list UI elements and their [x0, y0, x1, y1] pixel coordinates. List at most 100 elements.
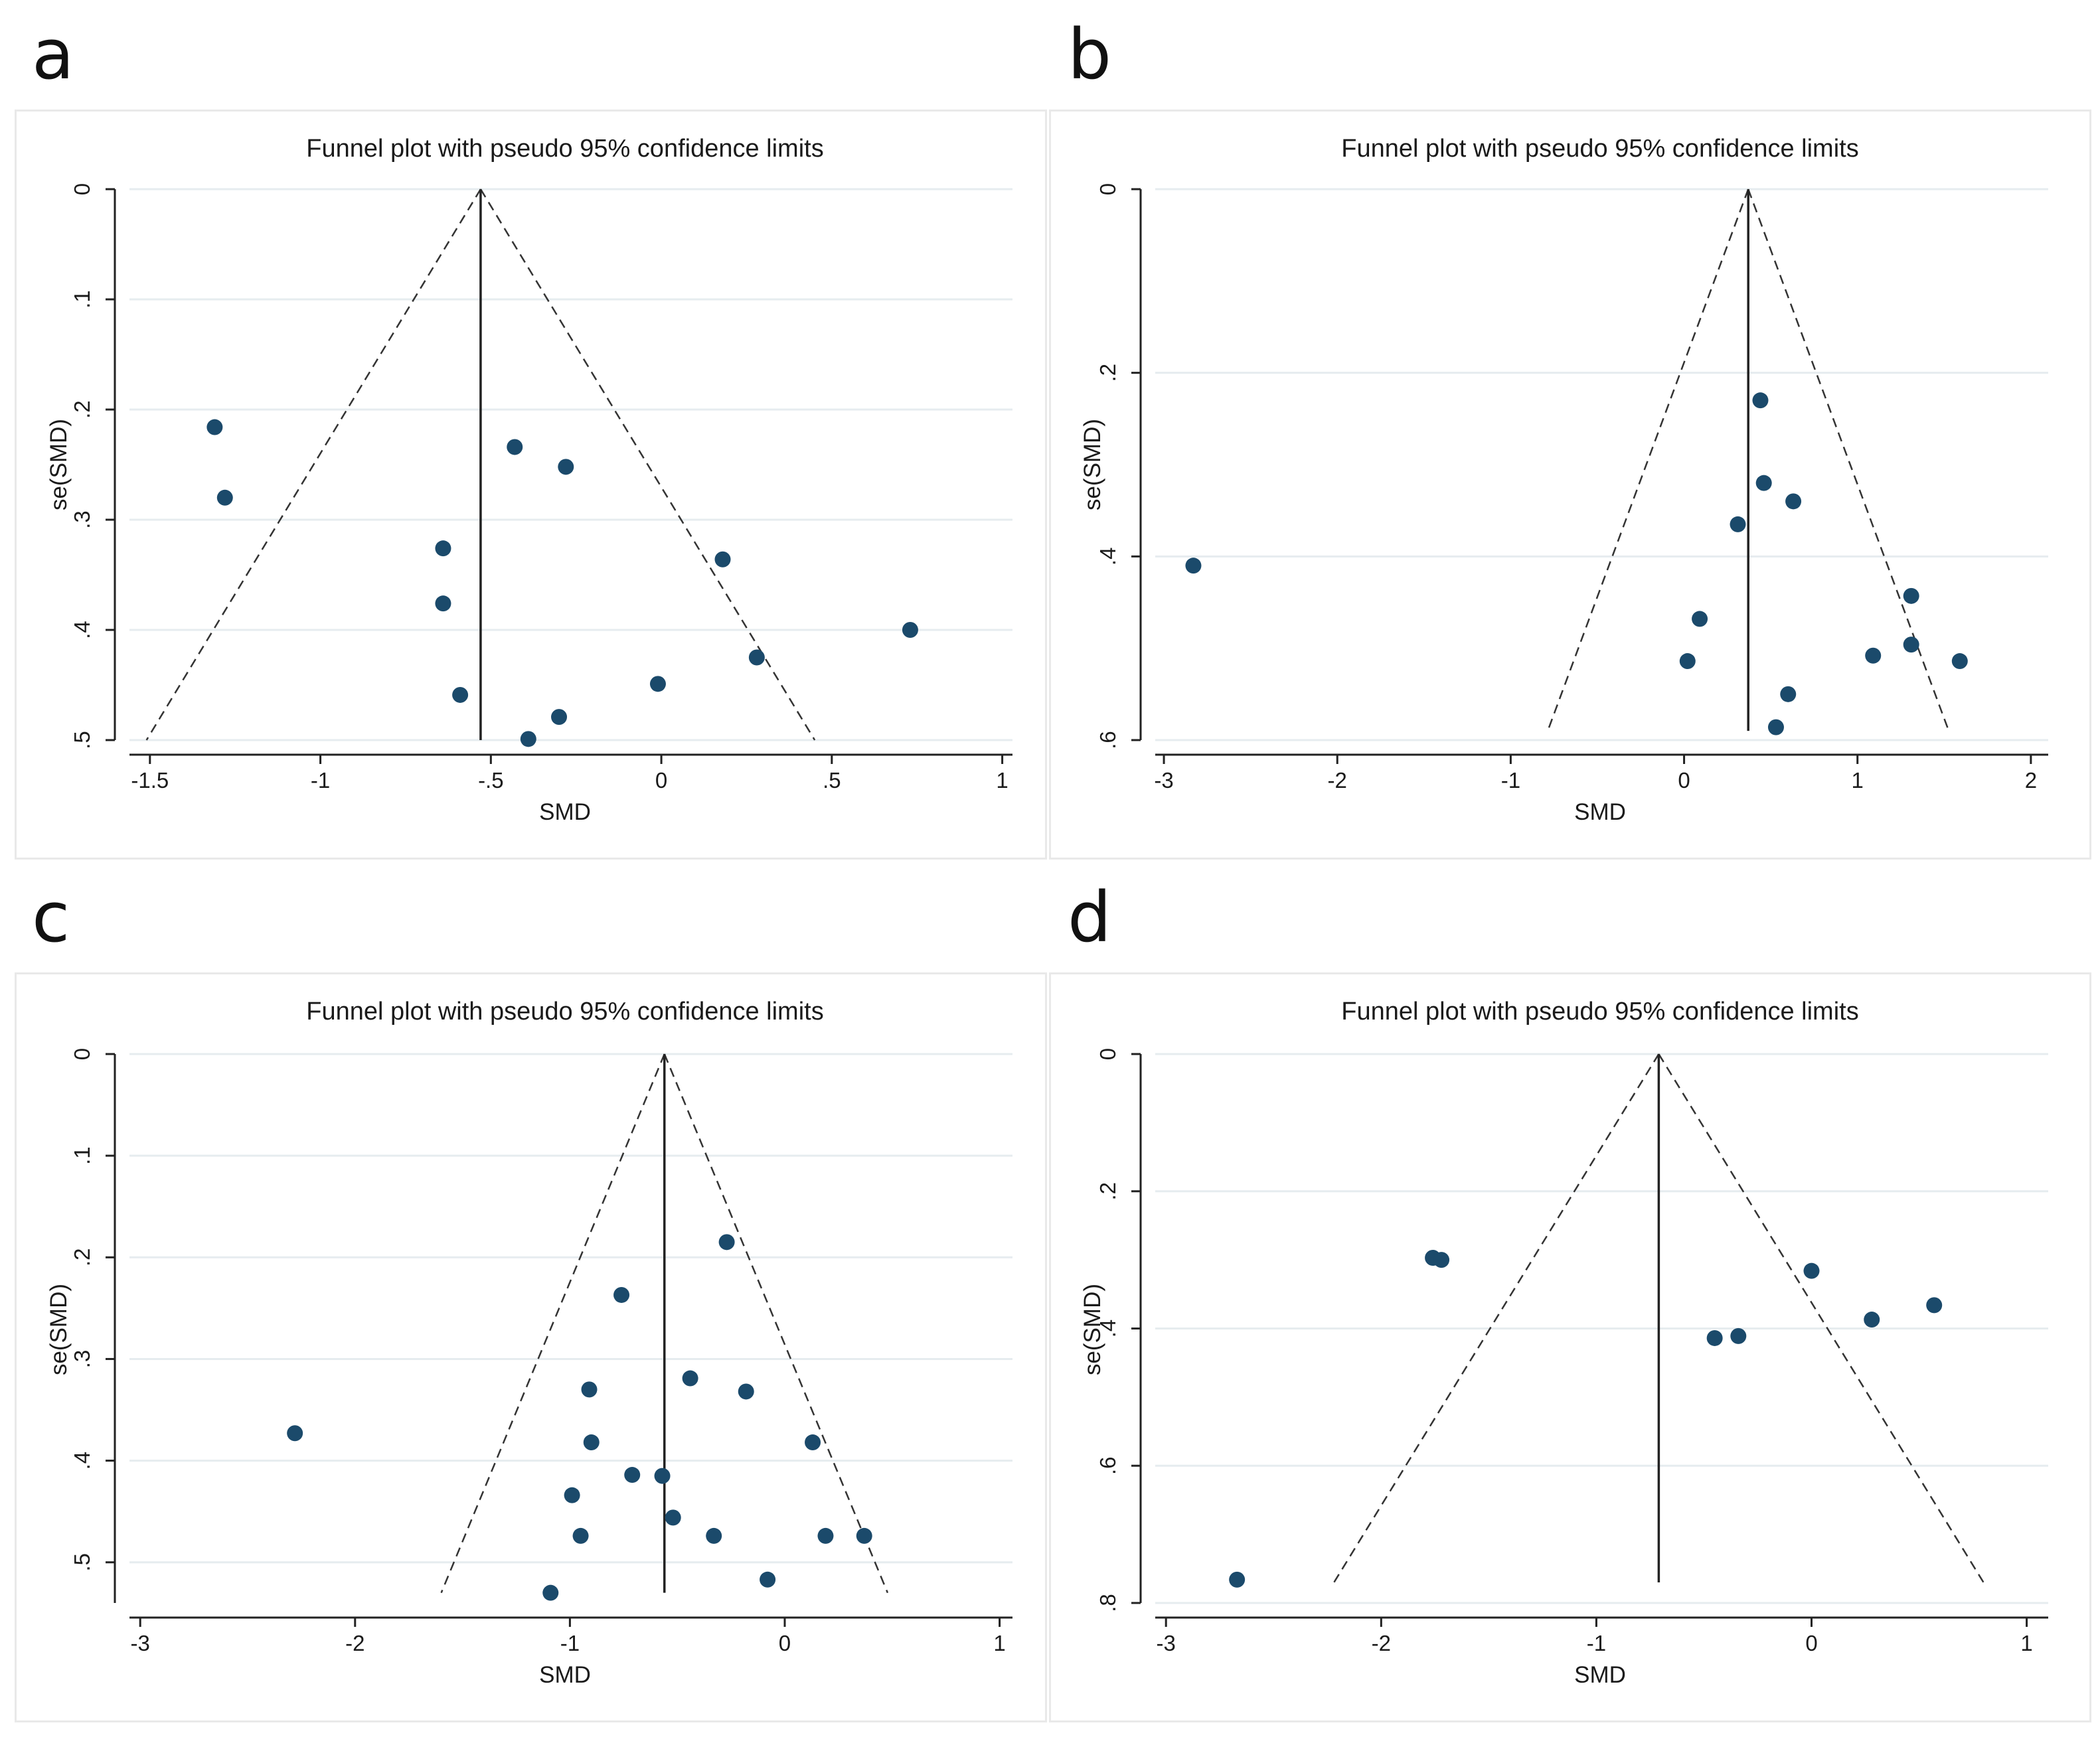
- panel-label-b: b: [1068, 14, 1112, 95]
- chart-title-a: Funnel plot with pseudo 95% confidence l…: [306, 135, 823, 163]
- study-point-a-9: [649, 676, 666, 692]
- y-tick-label-d-3: .6: [1095, 1456, 1120, 1475]
- chart-title-c: Funnel plot with pseudo 95% confidence l…: [306, 998, 823, 1025]
- study-point-c-6: [583, 1434, 600, 1451]
- study-point-c-17: [542, 1584, 559, 1601]
- x-tick-label-a-1: -1: [311, 768, 330, 793]
- y-tick-label-a-3: .3: [70, 510, 94, 529]
- study-point-c-9: [654, 1468, 671, 1484]
- x-tick-label-a-3: 0: [655, 768, 667, 793]
- x-axis-label-c: SMD: [539, 1662, 591, 1688]
- study-point-a-6: [435, 595, 451, 612]
- study-point-c-2: [682, 1370, 698, 1387]
- study-point-b-3: [1785, 493, 1802, 510]
- study-point-c-13: [706, 1527, 722, 1544]
- chart-panel-c: [15, 972, 1047, 1722]
- y-tick-label-d-1: .2: [1095, 1182, 1120, 1201]
- study-point-c-7: [805, 1434, 821, 1451]
- study-point-a-1: [216, 489, 233, 506]
- x-tick-label-a-5: 1: [996, 768, 1008, 793]
- x-tick-label-c-2: -1: [560, 1631, 580, 1655]
- study-point-b-5: [1903, 587, 1919, 604]
- funnel-right-limit-a: [479, 189, 816, 741]
- study-point-b-6: [1692, 611, 1708, 627]
- study-point-b-4: [1730, 516, 1746, 532]
- study-point-a-4: [435, 540, 451, 557]
- study-point-b-8: [1865, 647, 1882, 664]
- x-tick-label-d-4: 1: [2020, 1631, 2032, 1655]
- study-point-b-9: [1679, 653, 1696, 670]
- study-point-d-4: [1864, 1312, 1880, 1328]
- study-point-a-12: [520, 731, 536, 747]
- y-tick-label-a-2: .2: [70, 400, 94, 419]
- chart-title-b: Funnel plot with pseudo 95% confidence l…: [1341, 135, 1858, 163]
- funnel-left-limit-d: [1333, 1053, 1660, 1583]
- study-point-a-2: [507, 439, 523, 455]
- y-tick-label-c-5: .5: [70, 1553, 94, 1572]
- y-tick-label-b-0: 0: [1095, 183, 1120, 195]
- y-axis-label-d: se(SMD): [1080, 1284, 1105, 1375]
- study-point-c-3: [581, 1381, 598, 1398]
- x-tick-label-c-1: -2: [345, 1631, 364, 1655]
- x-tick-label-b-5: 2: [2025, 768, 2037, 793]
- panel-label-c: c: [32, 877, 70, 958]
- x-tick-label-a-4: .5: [823, 768, 841, 793]
- y-tick-label-d-4: .8: [1095, 1594, 1120, 1612]
- y-tick-label-c-0: 0: [70, 1048, 94, 1060]
- y-tick-label-a-5: .5: [70, 731, 94, 749]
- study-point-d-2: [1803, 1262, 1820, 1279]
- x-tick-label-b-2: -1: [1501, 768, 1520, 793]
- chart-panel-b: [1049, 110, 2091, 860]
- y-tick-label-b-1: .2: [1095, 364, 1120, 382]
- x-tick-label-b-1: -2: [1328, 768, 1347, 793]
- study-point-c-8: [624, 1467, 641, 1483]
- y-tick-label-c-4: .4: [70, 1452, 94, 1470]
- study-point-c-11: [665, 1509, 681, 1526]
- panel-label-a: a: [32, 14, 74, 95]
- x-tick-label-c-4: 1: [993, 1631, 1005, 1655]
- study-point-a-5: [714, 551, 731, 568]
- x-tick-label-a-0: -1.5: [131, 768, 169, 793]
- y-tick-label-d-2: .4: [1095, 1320, 1120, 1338]
- study-point-c-5: [287, 1425, 303, 1442]
- study-point-a-3: [558, 459, 574, 475]
- y-tick-label-b-2: .4: [1095, 548, 1120, 566]
- y-tick-label-c-3: .3: [70, 1350, 94, 1369]
- y-tick-label-d-0: 0: [1095, 1048, 1120, 1060]
- funnel-right-limit-d: [1658, 1053, 1984, 1583]
- funnel-right-limit-c: [663, 1053, 889, 1594]
- study-point-b-10: [1951, 653, 1968, 670]
- study-point-c-14: [817, 1527, 834, 1544]
- y-axis-label-b: se(SMD): [1080, 419, 1105, 510]
- study-point-d-1: [1433, 1252, 1450, 1268]
- y-tick-label-a-4: .4: [70, 621, 94, 639]
- study-point-c-1: [613, 1286, 630, 1303]
- study-point-a-8: [748, 649, 765, 666]
- chart-panel-d: [1049, 972, 2091, 1722]
- x-tick-label-d-2: -1: [1587, 1631, 1606, 1655]
- x-tick-label-d-3: 0: [1805, 1631, 1817, 1655]
- study-point-a-10: [452, 686, 469, 703]
- study-point-b-0: [1185, 558, 1202, 574]
- panel-label-d: d: [1068, 877, 1112, 958]
- study-point-b-12: [1767, 719, 1784, 735]
- study-point-d-6: [1706, 1329, 1723, 1346]
- study-point-a-11: [551, 709, 568, 725]
- funnel-left-limit-c: [440, 1053, 665, 1594]
- x-axis-label-a: SMD: [539, 799, 591, 825]
- study-point-d-5: [1730, 1328, 1747, 1344]
- x-tick-label-d-0: -3: [1157, 1631, 1176, 1655]
- y-tick-label-a-0: 0: [70, 183, 94, 195]
- chart-title-d: Funnel plot with pseudo 95% confidence l…: [1341, 998, 1858, 1025]
- y-axis-label-c: se(SMD): [46, 1284, 72, 1375]
- funnel-left-limit-b: [1547, 189, 1749, 731]
- y-tick-label-c-2: .2: [70, 1249, 94, 1267]
- y-tick-label-c-1: .1: [70, 1146, 94, 1165]
- study-point-c-4: [738, 1383, 754, 1400]
- y-tick-label-b-3: .6: [1095, 731, 1120, 749]
- y-axis-label-a: se(SMD): [46, 419, 72, 510]
- study-point-c-0: [718, 1234, 735, 1251]
